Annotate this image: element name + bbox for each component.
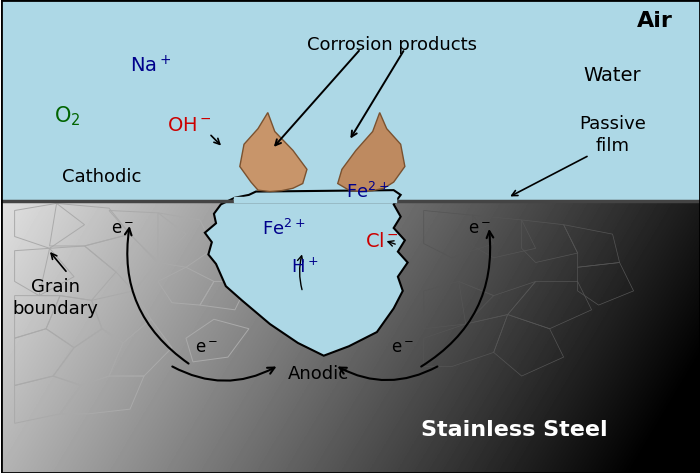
- Text: OH$^-$: OH$^-$: [167, 116, 212, 135]
- Text: H$^+$: H$^+$: [291, 258, 318, 277]
- Polygon shape: [337, 113, 405, 192]
- Text: Corrosion products: Corrosion products: [307, 36, 477, 54]
- FancyArrowPatch shape: [298, 256, 303, 289]
- FancyArrowPatch shape: [211, 135, 220, 144]
- Text: e$^-$: e$^-$: [468, 220, 491, 238]
- Text: Fe$^{2+}$: Fe$^{2+}$: [346, 182, 389, 201]
- Text: e$^-$: e$^-$: [391, 339, 414, 357]
- Text: Anodic: Anodic: [288, 365, 349, 383]
- Text: Grain
boundary: Grain boundary: [12, 278, 98, 318]
- Text: Passive
film: Passive film: [579, 115, 646, 155]
- Bar: [234, 197, 396, 202]
- Text: Cl$^-$: Cl$^-$: [365, 232, 399, 251]
- FancyArrowPatch shape: [125, 228, 188, 364]
- Text: Air: Air: [636, 11, 673, 31]
- Text: Water: Water: [584, 66, 641, 85]
- FancyArrowPatch shape: [421, 231, 493, 367]
- Text: Na$^+$: Na$^+$: [130, 55, 172, 77]
- Text: O$_2$: O$_2$: [54, 104, 80, 128]
- Text: Fe$^{2+}$: Fe$^{2+}$: [262, 219, 305, 239]
- FancyArrowPatch shape: [172, 367, 274, 381]
- FancyArrowPatch shape: [51, 254, 66, 271]
- Polygon shape: [240, 113, 307, 192]
- Text: e$^-$: e$^-$: [195, 339, 218, 357]
- Polygon shape: [205, 190, 407, 356]
- Text: Cathodic: Cathodic: [62, 168, 141, 186]
- Bar: [1, 0, 700, 201]
- Text: Stainless Steel: Stainless Steel: [421, 420, 608, 440]
- Text: e$^-$: e$^-$: [111, 220, 134, 238]
- FancyArrowPatch shape: [388, 241, 395, 246]
- FancyArrowPatch shape: [340, 367, 438, 380]
- Bar: [1, 0, 700, 201]
